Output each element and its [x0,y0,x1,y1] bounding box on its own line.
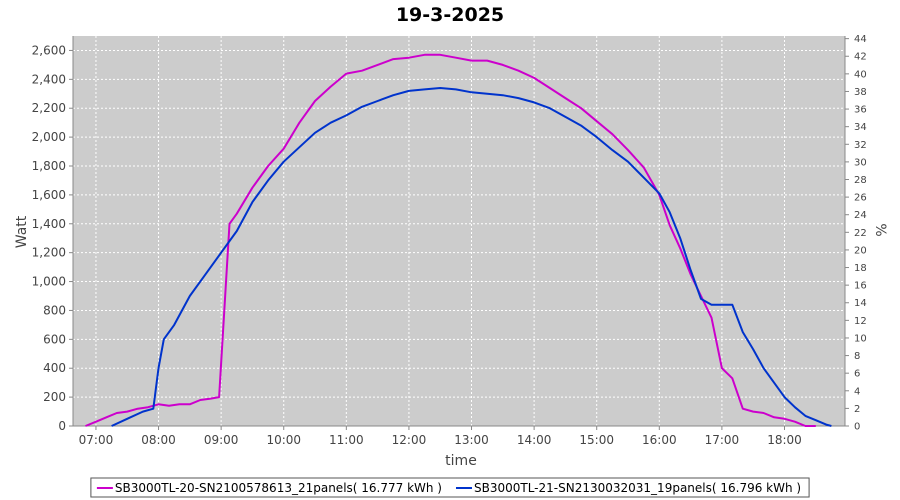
y2-tick-label: 6 [854,369,860,380]
y-tick-label: 1,800 [32,159,66,173]
y2-tick-label: 32 [854,140,867,151]
y-tick-label: 2,400 [32,72,66,86]
legend-label-1: SB3000TL-20-SN2100578613_21panels( 16.77… [115,481,442,495]
y2-tick-label: 36 [854,105,867,116]
chart-title: 19-3-2025 [396,4,504,26]
y2-tick-label: 10 [854,333,867,344]
y-axis-ticks: 0 200 400 600 800 1,000 1,200 1,400 1,600 1,800 2,… [32,43,73,433]
x-tick-label: 12:00 [392,433,427,447]
y-tick-label: 800 [43,303,66,317]
legend-label-2: SB3000TL-21-SN2130032031_19panels( 16.79… [474,481,801,495]
y2-tick-label: 44 [854,34,867,45]
y-tick-label: 1,000 [32,275,66,289]
y-tick-label: 1,600 [32,188,66,202]
y2-tick-label: 26 [854,193,867,204]
y-tick-label: 2,000 [32,130,66,144]
x-tick-label: 07:00 [79,433,114,447]
y2-tick-label: 34 [854,122,867,133]
y-tick-label: 1,200 [32,246,66,260]
x-tick-label: 11:00 [329,433,364,447]
x-tick-label: 16:00 [642,433,677,447]
y2-tick-label: 18 [854,263,867,274]
y2-tick-label: 4 [854,386,860,397]
y-tick-label: 2,200 [32,101,66,115]
y-tick-label: 200 [43,390,66,404]
x-axis-ticks: 07:00 08:00 09:00 10:00 11:00 12:00 13:00 14:00… [79,426,802,447]
x-tick-label: 09:00 [204,433,239,447]
y-axis-label: Watt [14,215,30,248]
y2-tick-label: 30 [854,157,867,168]
y-tick-label: 1,400 [32,217,66,231]
y2-tick-label: 8 [854,351,860,362]
y2-axis-ticks: 0246810121416182022242628303234363840424… [845,34,867,433]
axes [72,36,846,427]
x-tick-label: 17:00 [705,433,740,447]
x-tick-label: 08:00 [141,433,176,447]
y2-tick-label: 20 [854,245,867,256]
y2-tick-label: 16 [854,281,867,292]
y-tick-label: 0 [58,419,66,433]
y-tick-label: 400 [43,361,66,375]
series-lines [85,53,832,427]
plot-area [73,36,845,426]
y2-tick-label: 38 [854,87,867,98]
x-tick-label: 15:00 [579,433,614,447]
series-line-2 [111,87,832,427]
legend: SB3000TL-20-SN2100578613_21panels( 16.77… [90,477,810,498]
y2-tick-label: 12 [854,316,867,327]
x-tick-label: 14:00 [517,433,552,447]
gridlines [73,36,845,427]
legend-box [90,477,810,498]
y-tick-label: 2,600 [32,43,66,57]
x-tick-label: 10:00 [266,433,301,447]
y2-tick-label: 40 [854,69,867,80]
y2-tick-label: 2 [854,404,860,415]
x-tick-label: 18:00 [767,433,802,447]
y2-tick-label: 0 [854,422,860,433]
y2-tick-label: 22 [854,228,867,239]
x-axis-label: time [445,453,477,469]
y2-tick-label: 14 [854,298,867,309]
y2-tick-label: 42 [854,52,867,63]
y-tick-label: 600 [43,332,66,346]
y2-tick-label: 28 [854,175,867,186]
x-tick-label: 13:00 [454,433,489,447]
series-line-1 [85,53,816,427]
y2-axis-label: % [872,223,888,236]
y2-tick-label: 24 [854,210,867,221]
